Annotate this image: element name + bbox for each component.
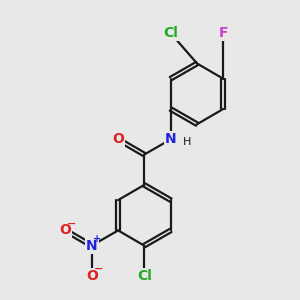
Text: O: O bbox=[86, 269, 98, 283]
Text: F: F bbox=[218, 26, 228, 40]
Text: O: O bbox=[112, 132, 124, 146]
Text: O: O bbox=[59, 224, 71, 237]
Text: −: − bbox=[67, 219, 77, 229]
Text: −: − bbox=[94, 264, 103, 274]
Text: N: N bbox=[86, 238, 98, 253]
Text: H: H bbox=[183, 137, 191, 147]
Text: O: O bbox=[86, 269, 98, 283]
Text: N: N bbox=[165, 132, 176, 146]
Text: Cl: Cl bbox=[163, 26, 178, 40]
Text: O: O bbox=[112, 132, 124, 146]
Text: +: + bbox=[93, 234, 101, 244]
Text: Cl: Cl bbox=[137, 269, 152, 283]
Text: O: O bbox=[59, 224, 71, 237]
